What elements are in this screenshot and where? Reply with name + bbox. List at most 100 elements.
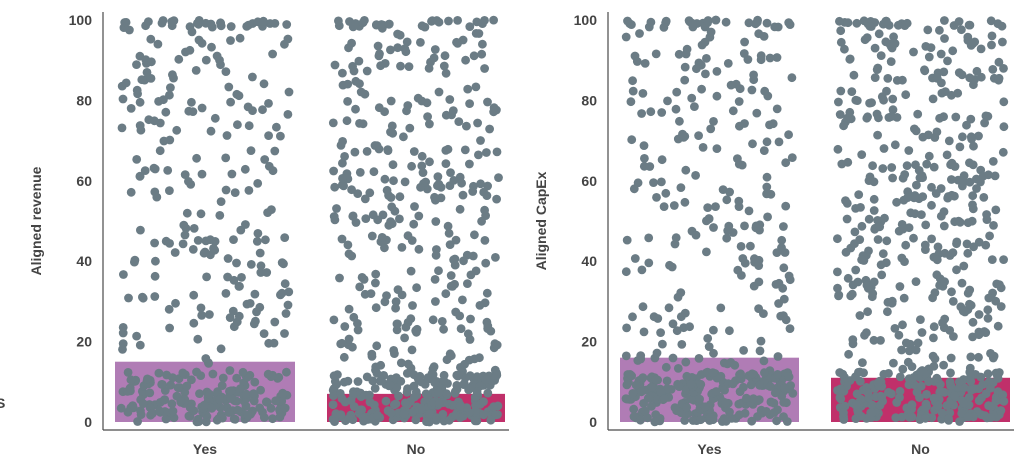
- data-point: [417, 21, 427, 31]
- data-point: [187, 375, 196, 385]
- data-point: [188, 245, 198, 254]
- data-point: [373, 41, 383, 51]
- data-point: [277, 288, 287, 298]
- data-point: [853, 408, 863, 417]
- data-point: [226, 386, 236, 396]
- data-point: [908, 373, 918, 383]
- data-point: [390, 349, 399, 358]
- y-tick-label: 60: [581, 173, 597, 189]
- data-point: [411, 326, 421, 336]
- data-point: [262, 268, 272, 277]
- data-point: [365, 188, 375, 198]
- data-point: [968, 191, 978, 201]
- data-point: [339, 181, 348, 191]
- data-point: [988, 65, 998, 74]
- data-point: [171, 298, 180, 308]
- data-point: [342, 116, 352, 126]
- data-point: [976, 44, 986, 54]
- data-point: [942, 150, 952, 160]
- data-point: [255, 248, 265, 258]
- data-point: [234, 282, 244, 291]
- data-point: [344, 249, 354, 259]
- data-point: [279, 259, 288, 269]
- data-point: [477, 49, 487, 59]
- data-point: [917, 210, 926, 220]
- data-point: [940, 16, 949, 25]
- data-point: [983, 305, 993, 315]
- y-axis-label: Aligned CapEx: [533, 171, 549, 270]
- data-point: [629, 404, 639, 414]
- data-point: [153, 39, 163, 49]
- data-point: [270, 19, 280, 28]
- data-point: [446, 351, 456, 361]
- data-point: [144, 17, 153, 26]
- data-point: [468, 251, 478, 261]
- data-point: [762, 182, 772, 192]
- data-point: [855, 311, 865, 320]
- data-point: [180, 230, 190, 240]
- data-point: [359, 275, 369, 284]
- data-point: [240, 164, 250, 174]
- data-point: [478, 19, 487, 28]
- data-point: [682, 402, 692, 412]
- data-point: [150, 271, 160, 281]
- data-point: [132, 155, 142, 164]
- data-point: [836, 384, 845, 394]
- data-point: [653, 314, 663, 323]
- data-point: [851, 95, 861, 105]
- data-point: [779, 412, 788, 421]
- data-point: [348, 211, 358, 221]
- data-point: [976, 177, 985, 187]
- data-point: [476, 179, 485, 189]
- data-point: [974, 352, 983, 362]
- data-point: [628, 86, 638, 96]
- data-point: [369, 167, 379, 177]
- data-point: [350, 147, 360, 157]
- data-point: [465, 159, 474, 169]
- data-point: [465, 99, 474, 108]
- data-point: [221, 67, 231, 76]
- data-point: [964, 20, 974, 30]
- data-point: [425, 157, 434, 167]
- data-point: [781, 158, 791, 168]
- data-point: [248, 72, 257, 82]
- data-point: [362, 147, 372, 156]
- data-point: [430, 192, 439, 202]
- data-point: [189, 224, 199, 233]
- data-point: [202, 272, 212, 282]
- data-point: [255, 403, 265, 413]
- data-point: [226, 393, 236, 403]
- data-point: [876, 51, 886, 60]
- data-point: [216, 344, 226, 354]
- data-point: [407, 345, 417, 355]
- data-point: [944, 136, 954, 146]
- data-point: [373, 215, 383, 225]
- data-point: [376, 61, 385, 71]
- data-point: [136, 410, 146, 419]
- data-point: [781, 201, 791, 211]
- data-point: [955, 417, 964, 426]
- data-point: [784, 130, 793, 140]
- data-point: [657, 155, 667, 165]
- data-point: [658, 339, 667, 349]
- data-point: [138, 399, 148, 408]
- data-point: [999, 122, 1009, 132]
- data-point: [201, 236, 211, 246]
- data-point: [755, 380, 764, 390]
- data-point: [843, 18, 853, 28]
- data-point: [159, 395, 169, 405]
- data-point: [206, 19, 216, 29]
- data-point: [355, 119, 364, 128]
- data-point: [909, 193, 919, 203]
- data-point: [680, 75, 690, 85]
- data-point: [237, 273, 246, 282]
- data-point: [845, 54, 855, 64]
- data-point: [773, 370, 782, 379]
- data-point: [698, 143, 708, 152]
- data-point: [627, 371, 636, 381]
- data-point: [386, 127, 395, 137]
- data-point: [841, 196, 850, 206]
- data-point: [849, 70, 859, 80]
- data-point: [168, 373, 178, 383]
- data-point: [434, 266, 443, 276]
